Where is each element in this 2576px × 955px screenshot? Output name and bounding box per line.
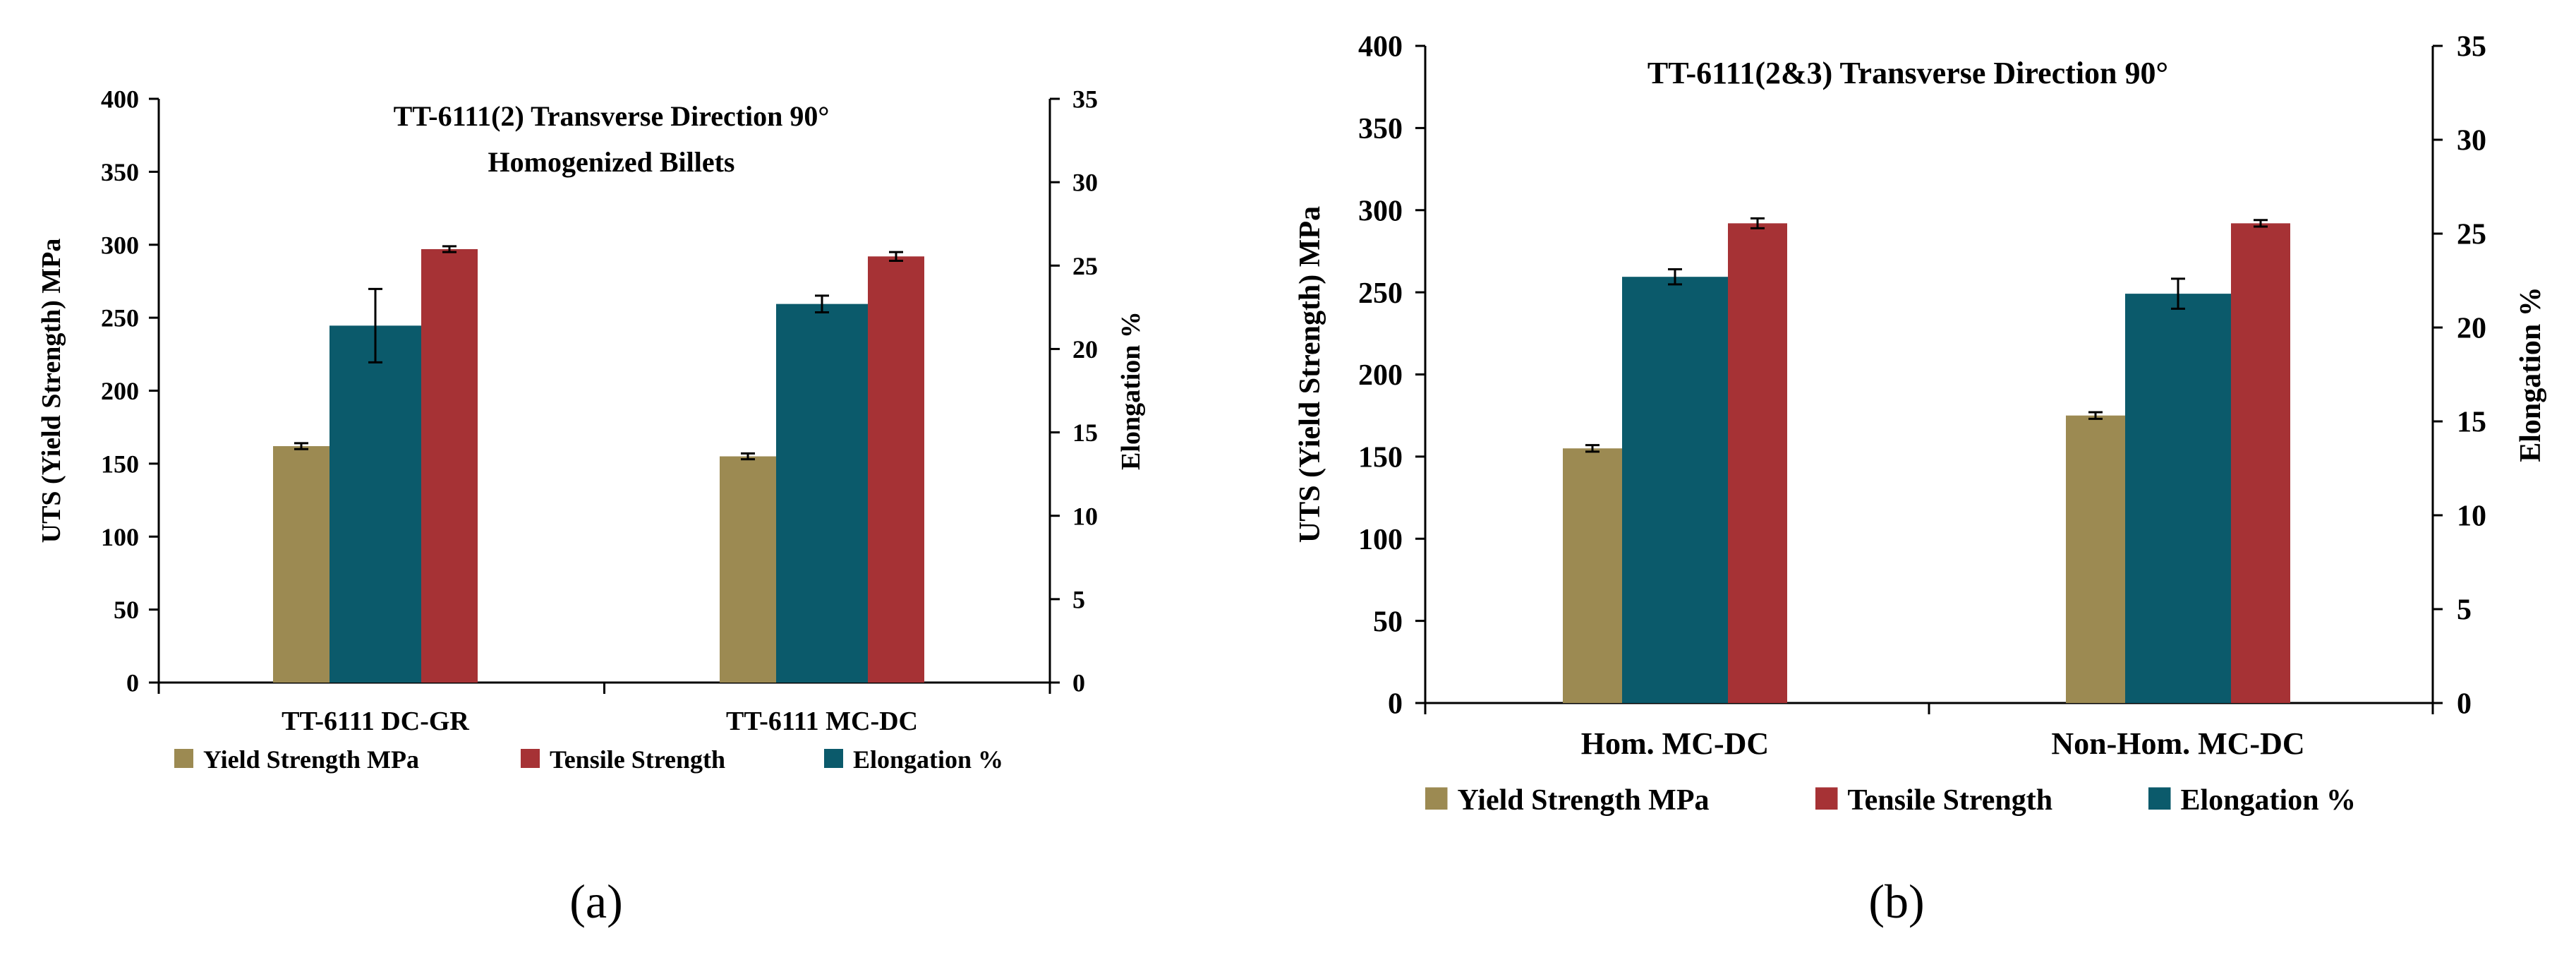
legend-swatch xyxy=(2148,787,2171,810)
bar-yield-2 xyxy=(2066,415,2125,703)
bar-yield-2 xyxy=(720,456,776,683)
bar-elongation-2 xyxy=(776,304,868,683)
right-tick-label: 20 xyxy=(2457,313,2486,345)
right-tick-label: 20 xyxy=(1072,335,1098,364)
left-tick-label: 200 xyxy=(101,377,139,405)
bar-yield-1 xyxy=(1563,448,1622,703)
left-tick-label: 150 xyxy=(1358,442,1403,474)
left-tick-label: 300 xyxy=(101,231,139,259)
right-tick-label: 10 xyxy=(2457,500,2486,533)
left-tick-label: 150 xyxy=(101,450,139,478)
left-tick-label: 50 xyxy=(114,596,139,624)
y-axis-label: UTS (Yield Strength) MPa xyxy=(1294,206,1326,543)
legend-label: Tensile Strength xyxy=(550,745,725,774)
bar-tensile-2 xyxy=(868,256,924,683)
right-tick-label: 30 xyxy=(1072,169,1098,197)
right-tick-label: 10 xyxy=(1072,502,1098,530)
right-tick-label: 35 xyxy=(1072,85,1098,114)
y2-axis-label: Elongation % xyxy=(1116,311,1146,470)
left-tick-label: 300 xyxy=(1358,195,1403,227)
category-label: TT-6111 DC-GR xyxy=(282,707,469,736)
left-tick-label: 250 xyxy=(1358,277,1403,310)
right-tick-label: 15 xyxy=(2457,407,2486,439)
legend-label: Elongation % xyxy=(853,745,1003,774)
chart-panel-b: 0 50 100 150 200 250 300 350 400 0 5 10 15 20 25 30 35 Ho… xyxy=(1294,31,2547,928)
category-label: Hom. MC-DC xyxy=(1581,726,1769,761)
left-tick-label: 250 xyxy=(101,304,139,332)
bar-tensile-1 xyxy=(421,248,478,683)
bar-elongation-1 xyxy=(1622,277,1728,703)
legend-label: Tensile Strength xyxy=(1848,784,2053,817)
left-tick-label: 350 xyxy=(1358,113,1403,145)
right-tick-label: 0 xyxy=(2457,688,2472,721)
right-tick-label: 25 xyxy=(2457,219,2486,251)
legend-label: Yield Strength MPa xyxy=(203,745,419,774)
legend-label: Yield Strength MPa xyxy=(1458,784,1710,817)
left-tick-label: 50 xyxy=(1373,606,1403,638)
right-tick-label: 15 xyxy=(1072,419,1098,447)
right-tick-label: 35 xyxy=(2457,31,2486,64)
right-tick-label: 25 xyxy=(1072,252,1098,280)
legend-swatch xyxy=(174,749,193,768)
left-tick-label: 350 xyxy=(101,158,139,186)
chart-title: TT-6111(2) Transverse Direction 90° xyxy=(394,100,830,132)
panel-caption: (b) xyxy=(1868,875,1924,928)
chart-panel-a: 0 50 100 150 200 250 300 350 400 0 5 10 15 20 25 30 35 TT… xyxy=(37,85,1146,928)
right-tick-label: 5 xyxy=(1072,585,1085,613)
chart-title: TT-6111(2&3) Transverse Direction 90° xyxy=(1647,56,2168,90)
category-label: TT-6111 MC-DC xyxy=(726,707,918,736)
bar-tensile-1 xyxy=(1728,223,1787,703)
left-tick-label: 400 xyxy=(101,85,139,114)
bar-elongation-2 xyxy=(2125,294,2231,703)
left-tick-label: 0 xyxy=(1388,688,1403,721)
y2-axis-label: Elongation % xyxy=(2515,287,2547,462)
legend-swatch xyxy=(521,749,540,768)
left-tick-label: 100 xyxy=(101,523,139,551)
left-tick-label: 100 xyxy=(1358,524,1403,556)
panel-caption: (a) xyxy=(569,875,622,928)
right-tick-label: 0 xyxy=(1072,669,1085,697)
bar-yield-1 xyxy=(273,446,329,683)
right-tick-label: 30 xyxy=(2457,125,2486,157)
y-axis-label: UTS (Yield Strength) MPa xyxy=(37,239,66,543)
category-label: Non-Hom. MC-DC xyxy=(2051,726,2304,761)
left-tick-label: 200 xyxy=(1358,359,1403,392)
chart-subtitle: Homogenized Billets xyxy=(488,146,735,178)
bar-tensile-2 xyxy=(2231,223,2290,703)
left-tick-label: 0 xyxy=(126,669,139,697)
legend-swatch xyxy=(824,749,843,768)
right-tick-label: 5 xyxy=(2457,594,2472,627)
bar-elongation-1 xyxy=(329,325,421,683)
legend-label: Elongation % xyxy=(2181,784,2357,817)
left-tick-label: 400 xyxy=(1358,31,1403,64)
legend-swatch xyxy=(1425,787,1448,810)
legend-swatch xyxy=(1815,787,1838,810)
